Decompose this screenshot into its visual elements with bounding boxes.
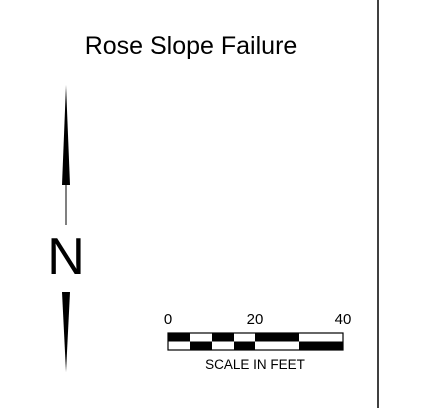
scale-caption: SCALE IN FEET: [205, 357, 305, 372]
map-title: Rose Slope Failure: [85, 32, 298, 60]
north-arrow: N: [47, 85, 85, 372]
scale-segment: [190, 341, 212, 350]
north-arrow-bottom: [62, 292, 70, 372]
scale-segment: [299, 341, 343, 350]
scale-label: 40: [335, 311, 352, 328]
scale-segment: [255, 333, 299, 342]
scale-segment: [234, 341, 255, 350]
scale-bar: 0 20 40 SCALE IN FEET: [164, 311, 352, 372]
scale-label: 0: [164, 311, 172, 328]
scale-label: 20: [247, 311, 264, 328]
north-arrow-top: [62, 85, 70, 185]
north-label: N: [47, 228, 85, 286]
scale-segment: [168, 333, 190, 342]
scale-segment: [212, 333, 234, 342]
